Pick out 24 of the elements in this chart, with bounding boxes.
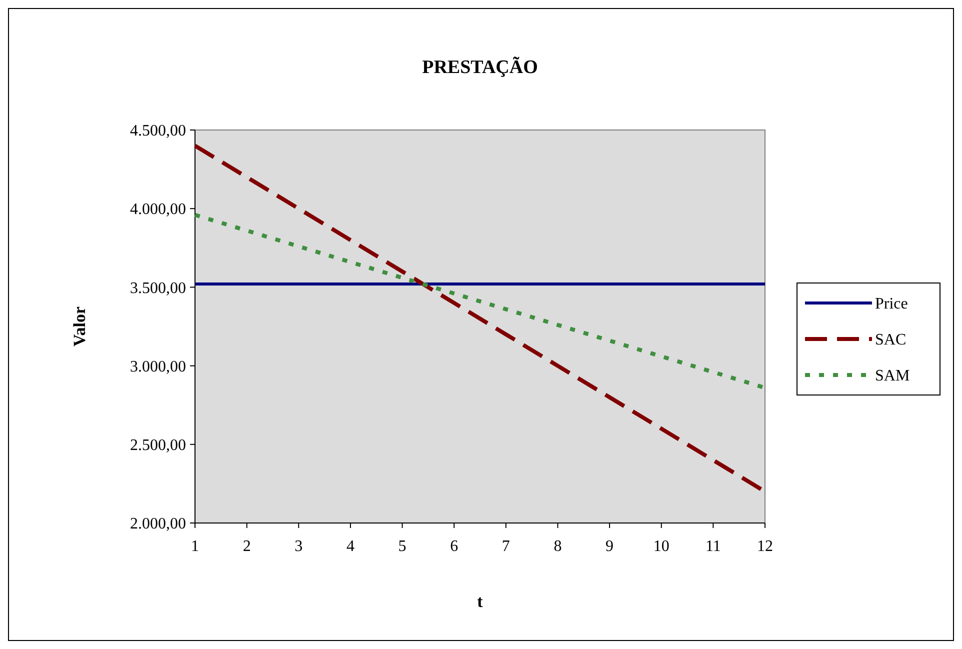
legend-label: SAC [875,332,906,349]
legend-label: Price [875,296,908,313]
y-tick-label: 4.500,00 [130,122,186,140]
y-tick-label: 2.500,00 [130,437,186,454]
x-tick-label: 8 [554,538,562,555]
x-tick-label: 12 [757,538,773,555]
y-tick-label: 4.000,00 [130,201,186,218]
x-tick-label: 1 [191,538,199,555]
chart-title: PRESTAÇÃO [422,56,538,78]
y-axis-title: Valor [70,306,89,346]
legend-label: SAM [875,368,910,385]
x-tick-label: 11 [705,538,721,555]
x-tick-label: 6 [450,538,458,555]
x-tick-label: 2 [242,538,251,555]
x-axis-title: t [477,592,484,611]
y-tick-label: 2.000,00 [130,516,186,533]
x-tick-label: 7 [502,538,510,555]
y-tick-label: 3.000,00 [130,358,186,376]
x-tick-label: 3 [294,538,303,555]
x-tick-label: 4 [346,538,354,555]
x-tick-label: 5 [398,538,406,555]
y-tick-label: 3.500,00 [130,280,186,297]
x-tick-label: 10 [653,538,670,555]
x-tick-label: 9 [606,538,614,555]
